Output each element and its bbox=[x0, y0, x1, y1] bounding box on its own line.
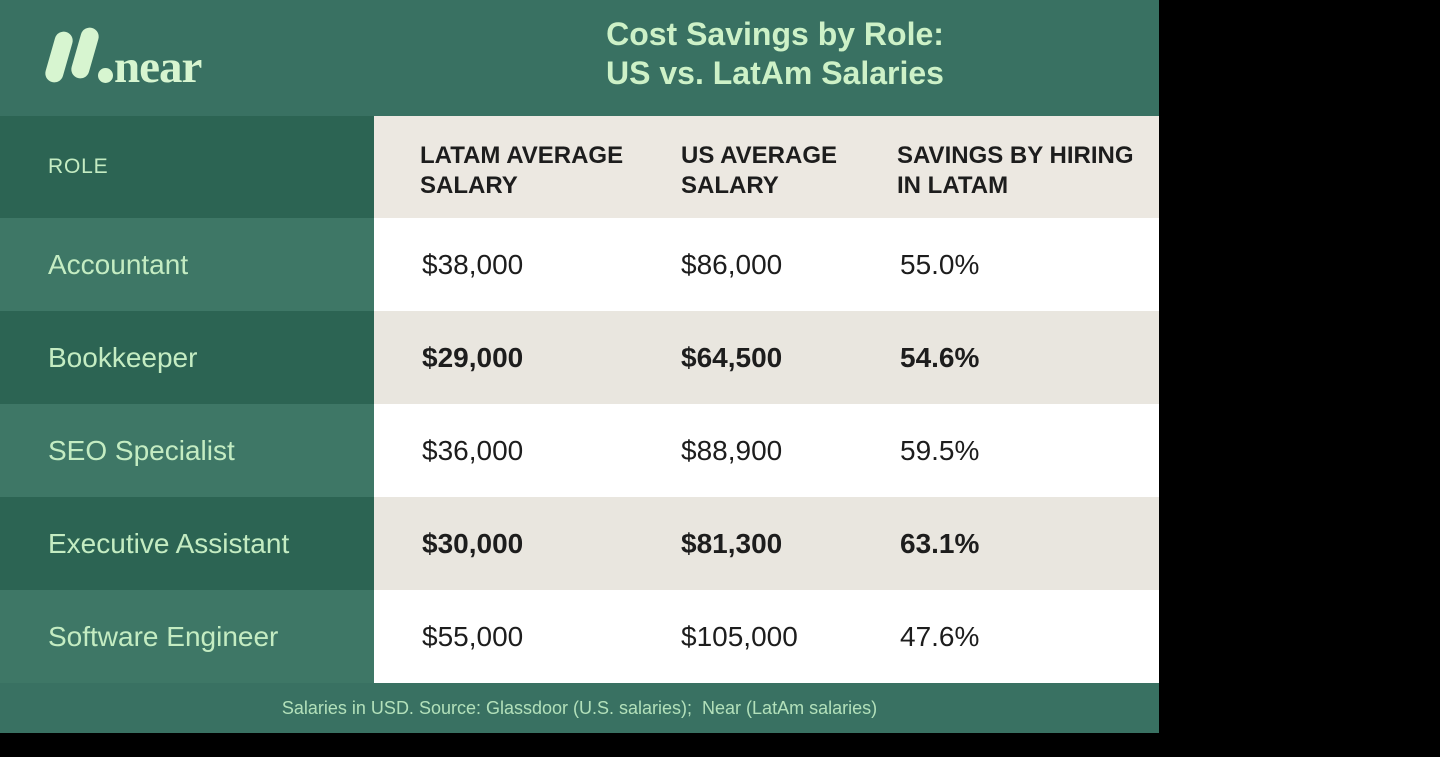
savings-column-header: SAVINGS BY HIRING IN LATAM bbox=[897, 142, 1134, 199]
table-row: $38,000 $86,000 55.0% Accountant bbox=[0, 218, 1159, 311]
role-label: SEO Specialist bbox=[0, 404, 374, 497]
savings-value: 59.5% bbox=[900, 434, 980, 466]
row-values: $38,000 $86,000 55.0% bbox=[374, 218, 1159, 311]
us-salary-value: $88,900 bbox=[681, 434, 783, 466]
table-row: $36,000 $88,900 59.5% SEO Specialist bbox=[0, 404, 1159, 497]
role-label: Executive Assistant bbox=[0, 497, 374, 590]
us-salary-value: $105,000 bbox=[681, 620, 798, 652]
near-logo: near bbox=[43, 25, 306, 91]
logo-dot-icon bbox=[98, 68, 113, 83]
brand-name: near bbox=[114, 41, 202, 93]
table-row: $30,000 $81,300 63.1% Executive Assistan… bbox=[0, 497, 1159, 590]
us-salary-value: $86,000 bbox=[681, 248, 783, 280]
latam-salary-value: $29,000 bbox=[422, 341, 524, 373]
table-row: $55,000 $105,000 47.6% Software Engineer bbox=[0, 590, 1159, 683]
latam-salary-value: $36,000 bbox=[422, 434, 524, 466]
role-label: Bookkeeper bbox=[0, 311, 374, 404]
savings-value: 47.6% bbox=[900, 620, 980, 652]
row-values: $55,000 $105,000 47.6% bbox=[374, 590, 1159, 683]
latam-salary-value: $55,000 bbox=[422, 620, 524, 652]
table-row: $29,000 $64,500 54.6% Bookkeeper bbox=[0, 311, 1159, 404]
savings-value: 55.0% bbox=[900, 248, 980, 280]
savings-value: 54.6% bbox=[900, 341, 980, 373]
us-salary-value: $81,300 bbox=[681, 527, 783, 559]
us-salary-column-header: US AVERAGE SALARY bbox=[681, 142, 838, 199]
near-logo-icon bbox=[43, 25, 113, 85]
title-line-1: Cost Savings by Role: bbox=[606, 16, 944, 52]
role-label: Accountant bbox=[0, 218, 374, 311]
role-label: Software Engineer bbox=[0, 590, 374, 683]
us-salary-value: $64,500 bbox=[681, 341, 783, 373]
title-line-2: US vs. LatAm Salaries bbox=[606, 55, 944, 91]
infographic: near Cost Savings by Role: US vs. LatAm … bbox=[0, 0, 1159, 733]
role-column-header: ROLE bbox=[0, 116, 374, 218]
source-note: Salaries in USD. Source: Glassdoor (U.S.… bbox=[281, 697, 878, 718]
table-header-row: ROLE LATAM AVERAGE SALARY US AVERAGE SAL… bbox=[0, 116, 1159, 218]
row-values: $30,000 $81,300 63.1% bbox=[374, 497, 1159, 590]
latam-salary-value: $30,000 bbox=[422, 527, 524, 559]
row-values: $29,000 $64,500 54.6% bbox=[374, 311, 1159, 404]
latam-salary-column-header: LATAM AVERAGE SALARY bbox=[420, 142, 624, 199]
page-title: Cost Savings by Role: US vs. LatAm Salar… bbox=[0, 15, 1159, 93]
footer-band: Salaries in USD. Source: Glassdoor (U.S.… bbox=[0, 683, 1159, 733]
latam-salary-value: $38,000 bbox=[422, 248, 524, 280]
header-band: near Cost Savings by Role: US vs. LatAm … bbox=[0, 0, 1159, 116]
row-values: $36,000 $88,900 59.5% bbox=[374, 404, 1159, 497]
savings-value: 63.1% bbox=[900, 527, 980, 559]
